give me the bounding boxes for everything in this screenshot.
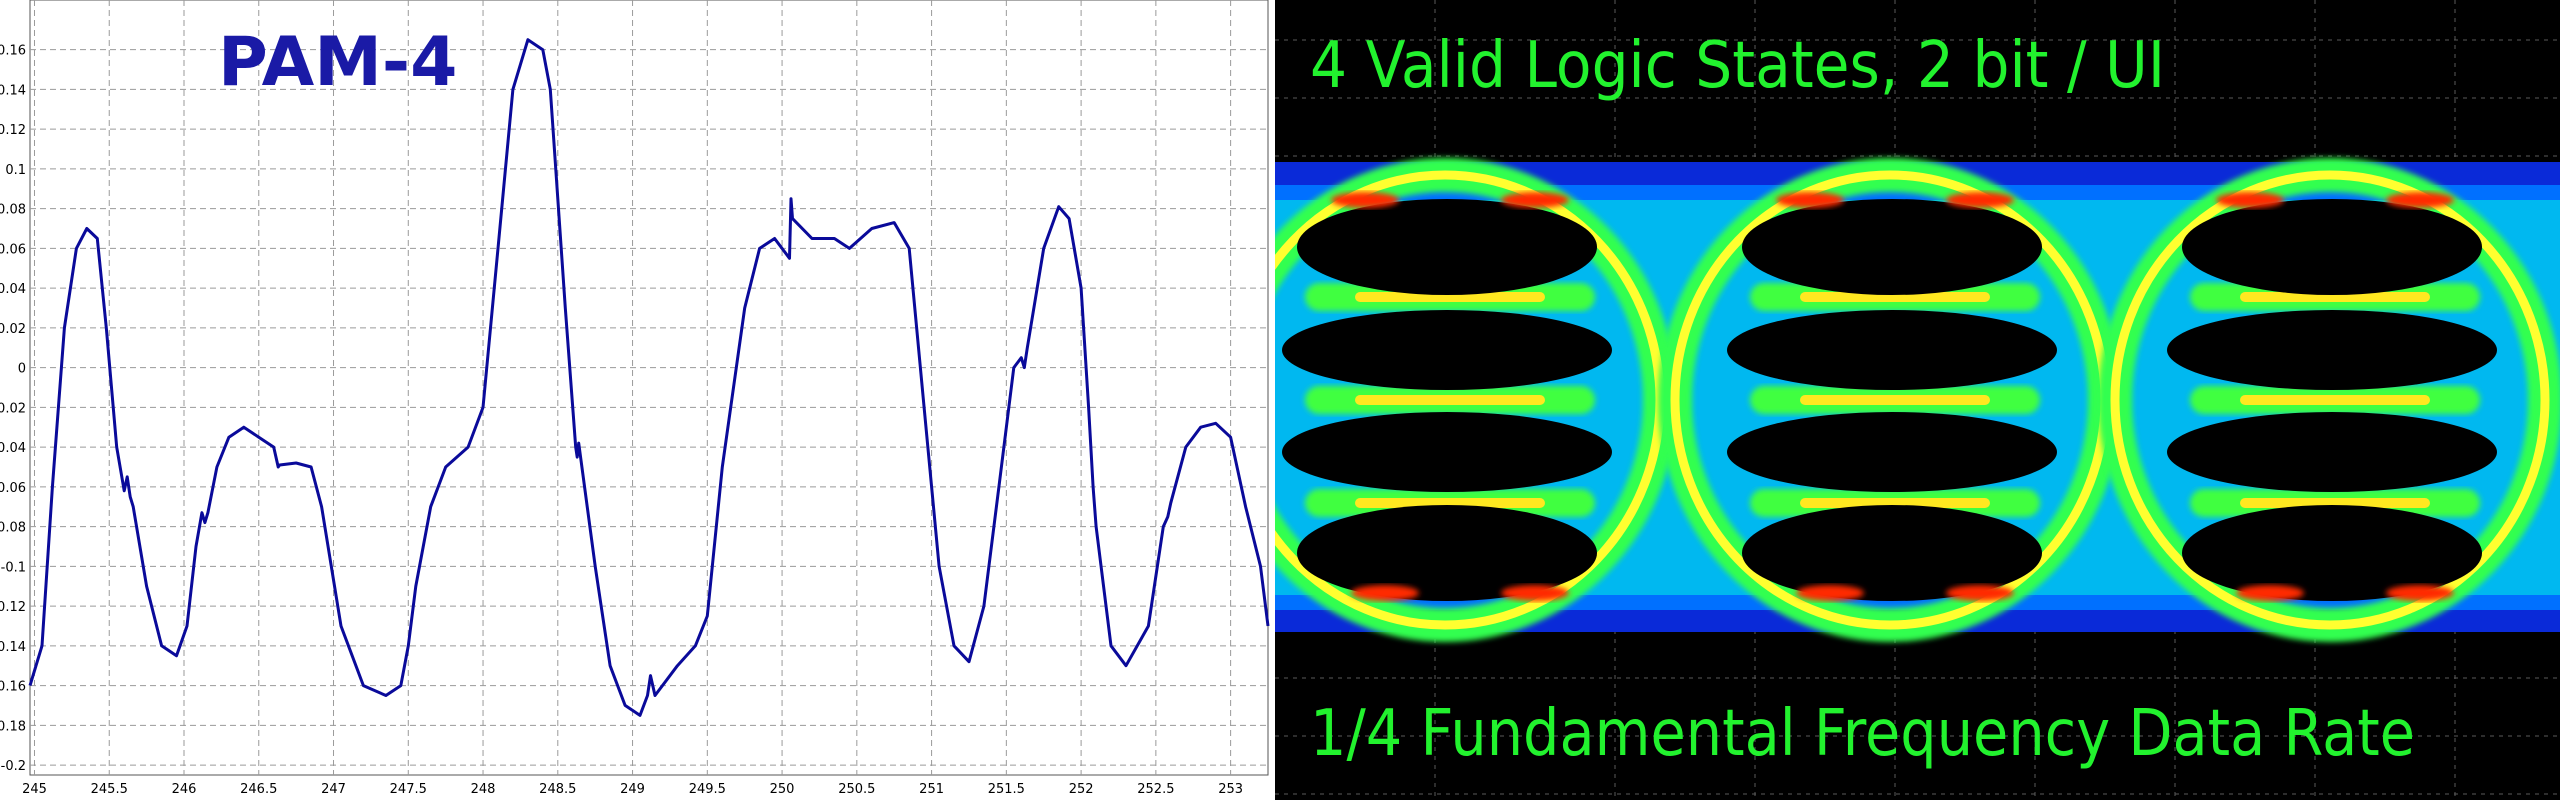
eye-level-trace-core <box>2240 292 2430 302</box>
x-tick-label: 245 <box>22 782 47 797</box>
eye-level-trace-core <box>1355 498 1545 508</box>
x-tick-label: 250.5 <box>838 782 875 797</box>
eye-outer-trace-core <box>2110 170 2550 630</box>
y-tick-label: 0.16 <box>0 44 26 59</box>
eye-opening <box>2182 199 2482 295</box>
eye-opening <box>1297 505 1597 601</box>
y-tick-label: -0.14 <box>0 640 26 655</box>
eye-opening <box>1727 412 2057 492</box>
y-tick-label: 0 <box>18 362 26 377</box>
x-tick-label: 245.5 <box>91 782 128 797</box>
eye-opening <box>2167 412 2497 492</box>
y-tick-label: -0.2 <box>1 759 26 774</box>
eye-diagram: 4 Valid Logic States, 2 bit / UI 1/4 Fun… <box>1275 0 2560 800</box>
eye-hotspot <box>1501 585 1569 601</box>
eye-opening <box>2167 310 2497 390</box>
eye-level-trace-core <box>1800 292 1990 302</box>
x-tick-label: 252 <box>1069 782 1094 797</box>
eye-level-trace-core <box>1355 292 1545 302</box>
eye-opening <box>1742 199 2042 295</box>
eye-level-trace-core <box>1355 395 1545 405</box>
pam4-waveform-panel: 0.16 0.14 0.12 0.1 0.08 0.06 0.04 0.02 0 -0.02 -0.… <box>0 0 1275 800</box>
eye-level-trace-core <box>2240 395 2430 405</box>
eye-level-trace-core <box>1800 395 1990 405</box>
chart-title: PAM-4 <box>218 23 457 102</box>
eye-hotspot <box>2386 585 2454 601</box>
y-tick-label: 0.04 <box>0 282 26 297</box>
eye-hotspot <box>1946 192 2014 208</box>
eye-diagram-panel: 4 Valid Logic States, 2 bit / UI 1/4 Fun… <box>1275 0 2560 800</box>
pam4-waveform-chart: 0.16 0.14 0.12 0.1 0.08 0.06 0.04 0.02 0 -0.02 -0.… <box>0 0 1270 797</box>
x-tick-label: 252.5 <box>1137 782 1174 797</box>
eye-openings <box>1282 199 2497 601</box>
y-tick-label: -0.06 <box>0 481 26 496</box>
eye-level-trace-core <box>2240 498 2430 508</box>
eye-opening <box>1282 310 1612 390</box>
eye-hotspot <box>1351 585 1419 601</box>
y-tick-label: -0.18 <box>0 719 26 734</box>
x-tick-label: 250 <box>770 782 795 797</box>
x-tick-labels: 245 245.5 246 246.5 247 247.5 248 248.5 249 249.5… <box>22 782 1243 797</box>
eye-opening <box>1727 310 2057 390</box>
eye-hotspot <box>1501 192 1569 208</box>
x-tick-label: 248 <box>471 782 496 797</box>
x-tick-label: 249 <box>620 782 645 797</box>
grid-lines <box>30 0 1268 775</box>
y-tick-label: -0.04 <box>0 441 26 456</box>
x-tick-label: 248.5 <box>539 782 576 797</box>
eye-hotspot <box>1331 192 1399 208</box>
eye-hotspot <box>2386 192 2454 208</box>
eye-hotspot <box>1796 585 1864 601</box>
eye-opening <box>1297 199 1597 295</box>
eye-hotspot <box>2236 585 2304 601</box>
eye-opening <box>1742 505 2042 601</box>
eye-opening <box>2182 505 2482 601</box>
eye-hotspot <box>2216 192 2284 208</box>
y-tick-label: -0.02 <box>0 401 26 416</box>
y-tick-label: 0.02 <box>0 322 26 337</box>
waveform-series-line <box>28 38 1270 717</box>
eye-subtitle: 1/4 Fundamental Frequency Data Rate <box>1310 697 2415 771</box>
x-tick-label: 247 <box>321 782 346 797</box>
x-tick-label: 253 <box>1218 782 1243 797</box>
eye-level-trace-core <box>1800 498 1990 508</box>
y-tick-label: -0.16 <box>0 680 26 695</box>
eye-hotspots <box>1331 192 2454 601</box>
x-tick-label: 247.5 <box>390 782 427 797</box>
x-tick-label: 251.5 <box>988 782 1025 797</box>
y-tick-labels: 0.16 0.14 0.12 0.1 0.08 0.06 0.04 0.02 0 -0.02 -0.… <box>0 44 26 774</box>
x-tick-label: 251 <box>919 782 944 797</box>
x-tick-label: 249.5 <box>689 782 726 797</box>
eye-hotspot <box>1946 585 2014 601</box>
x-tick-label: 246.5 <box>240 782 277 797</box>
y-tick-label: 0.14 <box>0 83 26 98</box>
y-tick-label: -0.08 <box>0 521 26 536</box>
y-tick-label: 0.1 <box>5 163 26 178</box>
y-tick-label: 0.08 <box>0 203 26 218</box>
eye-title: 4 Valid Logic States, 2 bit / UI <box>1310 29 2165 103</box>
y-tick-label: 0.06 <box>0 242 26 257</box>
y-tick-label: 0.12 <box>0 123 26 138</box>
plot-area <box>29 0 1269 776</box>
eye-hotspot <box>1776 192 1844 208</box>
y-tick-label: -0.1 <box>1 560 26 575</box>
x-tick-label: 246 <box>172 782 197 797</box>
eye-opening <box>1282 412 1612 492</box>
y-tick-label: -0.12 <box>0 600 26 615</box>
